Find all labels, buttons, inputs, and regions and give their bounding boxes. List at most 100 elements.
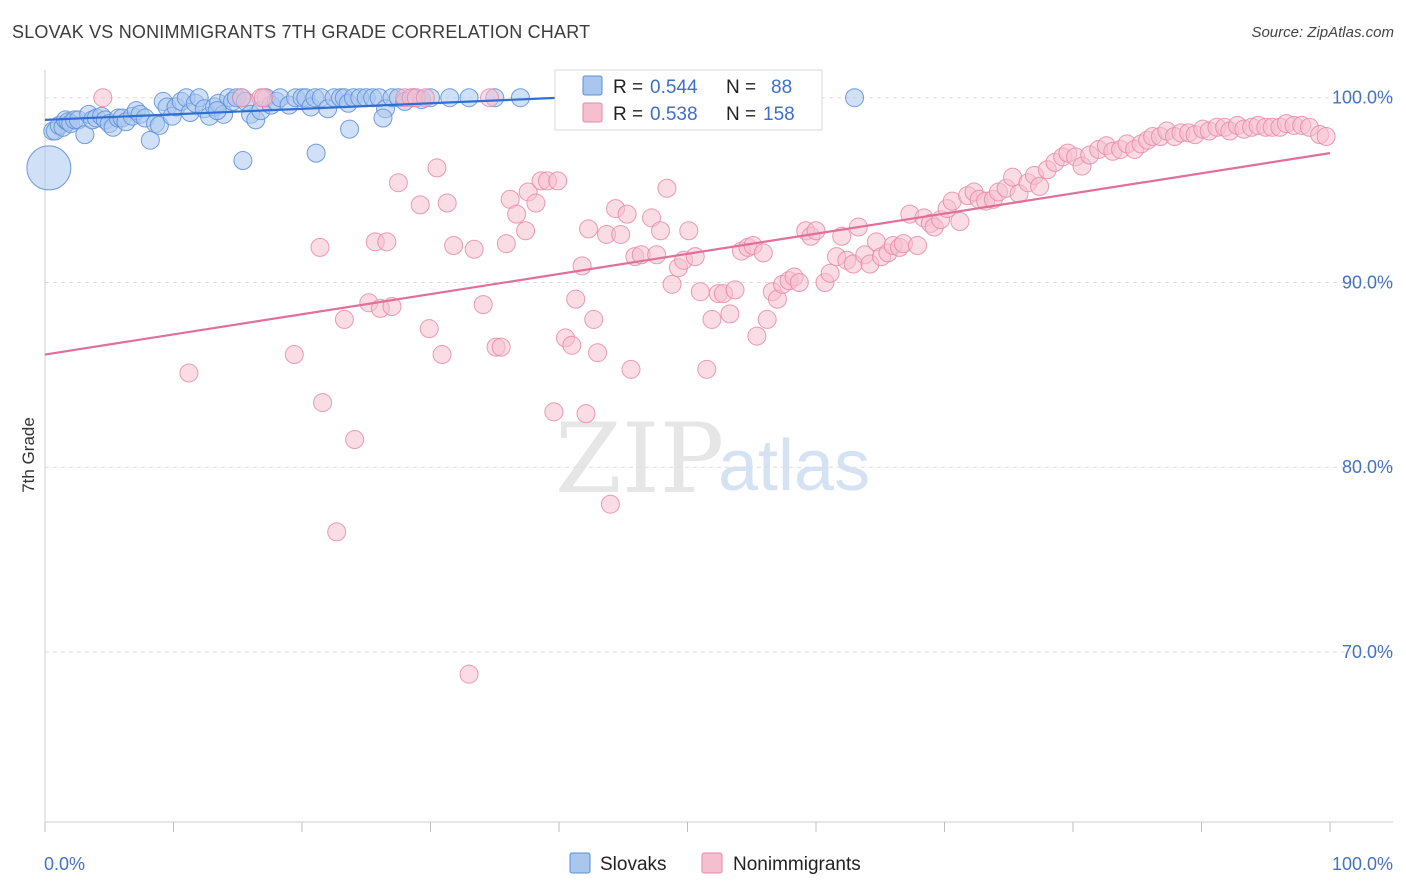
nonimmigrants-point xyxy=(576,404,596,424)
nonimmigrants-point xyxy=(232,88,252,108)
legend-r-value-1: 0.544 xyxy=(650,77,698,98)
x-tick-label-min: 0.0% xyxy=(44,854,85,874)
nonimmigrants-point xyxy=(725,280,745,300)
nonimmigrants-point xyxy=(562,335,582,355)
slovaks-point xyxy=(845,88,865,108)
bottom-legend-swatch-slovaks xyxy=(569,852,591,874)
nonimmigrants-point xyxy=(702,309,722,329)
nonimmigrants-point xyxy=(437,193,457,213)
slovaks-point xyxy=(306,143,326,163)
nonimmigrants-point xyxy=(382,297,402,317)
nonimmigrants-point xyxy=(388,173,408,193)
y-tick-label: 90.0% xyxy=(1342,272,1393,292)
nonimmigrants-point xyxy=(459,664,479,684)
nonimmigrants-point xyxy=(507,204,527,224)
nonimmigrants-point xyxy=(950,212,970,232)
nonimmigrants-point xyxy=(662,274,682,294)
slovaks-point xyxy=(149,115,169,135)
nonimmigrants-point xyxy=(548,171,568,191)
watermark: ZIP atlas xyxy=(555,403,870,515)
nonimmigrants-point xyxy=(410,195,430,215)
legend-r-value-2: 0.538 xyxy=(650,104,698,125)
legend-n-label-1: N = xyxy=(726,77,756,98)
y-tick-label: 100.0% xyxy=(1332,88,1393,108)
nonimmigrants-point xyxy=(832,226,852,246)
slovaks-point xyxy=(373,108,393,128)
nonimmigrants-point xyxy=(588,343,608,363)
nonimmigrants-trend-line xyxy=(44,152,1331,356)
nonimmigrants-point xyxy=(345,430,365,450)
axis-layer xyxy=(44,70,1393,832)
nonimmigrants-point xyxy=(377,232,397,252)
watermark-atlas: atlas xyxy=(718,426,870,506)
nonimmigrants-point xyxy=(1030,176,1050,196)
nonimmigrants-point xyxy=(491,337,511,357)
nonimmigrants-point xyxy=(93,88,113,108)
nonimmigrants-point xyxy=(657,178,677,198)
grid-layer xyxy=(45,97,1393,653)
bottom-legend-swatch-nonimmigrants xyxy=(701,852,723,874)
x-tick-label-max: 100.0% xyxy=(1332,854,1393,874)
slovaks-point xyxy=(233,151,253,171)
nonimmigrants-point xyxy=(1316,127,1336,147)
nonimmigrants-point xyxy=(526,193,546,213)
slovaks-point xyxy=(340,119,360,139)
nonimmigrants-point xyxy=(757,309,777,329)
nonimmigrants-point xyxy=(327,522,347,542)
slovaks-point xyxy=(26,145,72,191)
slovaks-point xyxy=(207,101,227,121)
nonimmigrants-point xyxy=(444,236,464,256)
nonimmigrants-point xyxy=(566,289,586,309)
nonimmigrants-point xyxy=(747,326,767,346)
y-tick-label: 80.0% xyxy=(1342,457,1393,477)
slovaks-point xyxy=(510,88,530,108)
nonimmigrants-point xyxy=(419,319,439,339)
nonimmigrants-point xyxy=(806,221,826,241)
nonimmigrants-point xyxy=(310,237,330,257)
nonimmigrants-point xyxy=(432,345,452,365)
nonimmigrants-point xyxy=(697,359,717,379)
trend-layer xyxy=(44,96,1331,356)
nonimmigrants-point xyxy=(480,88,500,108)
series-legend: Slovaks Nonimmigrants xyxy=(569,852,861,875)
nonimmigrants-point xyxy=(253,88,273,108)
y-tick-labels: 70.0% 80.0% 90.0% 100.0% xyxy=(1332,88,1393,662)
nonimmigrants-point xyxy=(496,234,516,254)
legend-n-value-2: 158 xyxy=(763,104,795,125)
nonimmigrants-point xyxy=(621,359,641,379)
slovaks-point xyxy=(459,88,479,108)
nonimmigrants-point xyxy=(651,221,671,241)
chart-title: SLOVAK VS NONIMMIGRANTS 7TH GRADE CORREL… xyxy=(12,22,591,42)
nonimmigrants-point xyxy=(544,402,564,422)
nonimmigrants-point xyxy=(690,282,710,302)
bottom-legend-label-slovaks: Slovaks xyxy=(600,854,667,875)
chart-source: Source: ZipAtlas.com xyxy=(1251,24,1394,41)
nonimmigrants-point xyxy=(647,245,667,265)
legend-swatch-slovaks xyxy=(582,75,603,96)
nonimmigrants-point xyxy=(179,363,199,383)
series-layer xyxy=(26,88,1336,684)
nonimmigrants-point xyxy=(464,239,484,259)
nonimmigrants-point xyxy=(334,309,354,329)
nonimmigrants-point xyxy=(753,243,773,263)
nonimmigrants-point xyxy=(820,263,840,283)
legend-swatch-nonimmigrants xyxy=(582,102,603,123)
y-axis-title: 7th Grade xyxy=(19,417,38,493)
nonimmigrants-point xyxy=(313,393,333,413)
nonimmigrants-point xyxy=(642,208,662,228)
nonimmigrants-point xyxy=(720,304,740,324)
bottom-legend-label-nonimmigrants: Nonimmigrants xyxy=(733,854,861,875)
nonimmigrants-point xyxy=(473,295,493,315)
y-tick-label: 70.0% xyxy=(1342,642,1393,662)
nonimmigrants-point xyxy=(579,219,599,239)
legend-n-label-2: N = xyxy=(726,104,756,125)
legend-r-label-1: R = xyxy=(613,77,643,98)
nonimmigrants-point xyxy=(600,494,620,514)
legend-n-value-1: 88 xyxy=(771,77,792,98)
correlation-legend: R = 0.544 N = 88 R = 0.538 N = 158 xyxy=(554,69,823,131)
slovaks-point xyxy=(440,88,460,108)
nonimmigrants-point xyxy=(516,221,536,241)
nonimmigrants-point xyxy=(789,272,809,292)
nonimmigrants-point xyxy=(611,224,631,244)
